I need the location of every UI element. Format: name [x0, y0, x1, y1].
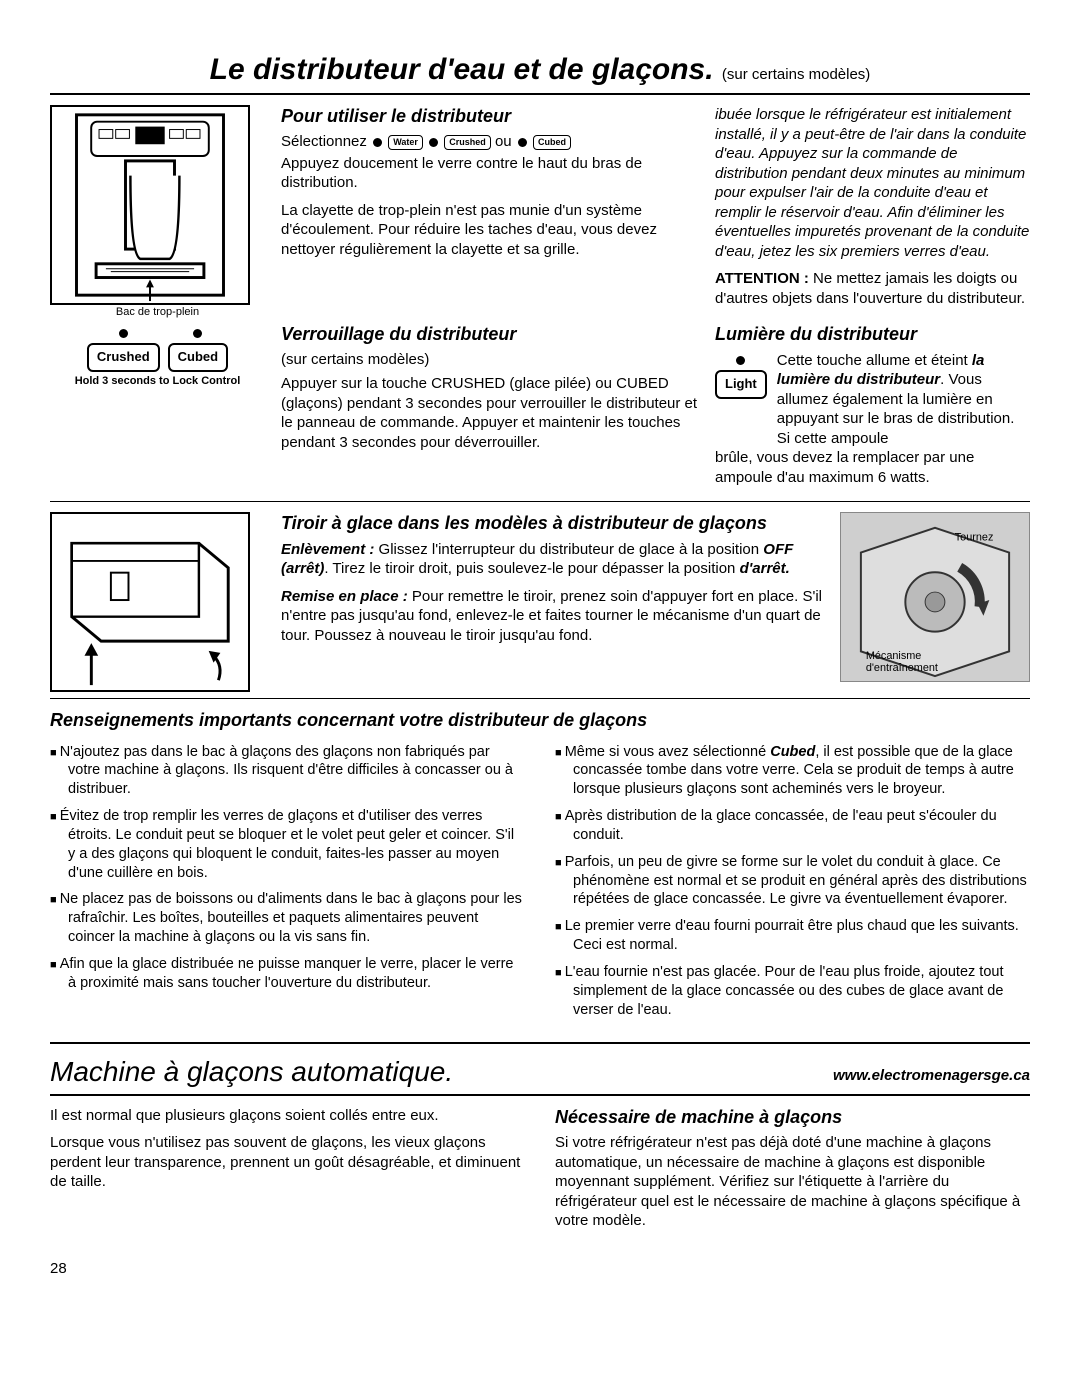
rule — [50, 698, 1030, 699]
p-machine-3: Si votre réfrigérateur n'est pas déjà do… — [555, 1133, 1030, 1231]
machine-left: Il est normal que plusieurs glaçons soie… — [50, 1106, 525, 1239]
title-sub: (sur certains modèles) — [722, 66, 870, 83]
crushed-button[interactable]: Crushed — [444, 135, 491, 151]
cubed-lock-button[interactable]: Cubed — [168, 343, 228, 372]
page-number: 28 — [50, 1259, 1030, 1279]
mechanism-illustration: Tournez Mécanisme d'entraînement — [840, 512, 1030, 682]
p-machine-2: Lorsque vous n'utilisez pas souvent de g… — [50, 1133, 525, 1192]
bullet: N'ajoutez pas dans le bac à glaçons des … — [50, 743, 525, 800]
dot-icon — [518, 138, 527, 147]
select-line: Sélectionnez Water Crushed ou Cubed — [281, 132, 699, 152]
enlev-b: . Tirez le tiroir droit, puis soulevez-l… — [324, 560, 739, 577]
h-machine: Machine à glaçons automatique. — [50, 1056, 453, 1087]
bullet: Le premier verre d'eau fourni pourrait ê… — [555, 917, 1030, 955]
bullet: Évitez de trop remplir les verres de gla… — [50, 807, 525, 882]
rule — [50, 93, 1030, 95]
bullet: Même si vous avez sélectionné Cubed, il … — [555, 743, 1030, 800]
select-word: Sélectionnez — [281, 133, 367, 150]
attention-para: ATTENTION : Ne mettez jamais les doigts … — [715, 269, 1030, 308]
p-machine-1: Il est normal que plusieurs glaçons soie… — [50, 1106, 525, 1126]
rule — [50, 1094, 1030, 1096]
machine-right: Nécessaire de machine à glaçons Si votre… — [555, 1106, 1030, 1239]
h-lumiere: Lumière du distributeur — [715, 323, 1030, 346]
p-remise: Remise en place : Pour remettre le tiroi… — [281, 587, 824, 646]
ou-word: ou — [495, 133, 512, 150]
h-renseignements: Renseignements importants concernant vot… — [50, 709, 1030, 732]
label-tournez: Tournez — [955, 532, 994, 544]
h-verrouillage-text: Verrouillage du distributeur — [281, 324, 516, 344]
url-text: www.electromenagersge.ca — [833, 1066, 1030, 1086]
p-verrouillage: Appuyer sur la touche CRUSHED (glace pil… — [281, 374, 699, 452]
section-row-1: Bac de trop-plein Pour utiliser le distr… — [50, 105, 1030, 319]
caption-bac: Bac de trop-plein — [50, 305, 265, 319]
dispenser-illustration-col: Bac de trop-plein — [50, 105, 265, 319]
tiroir-text-col: Tiroir à glace dans les modèles à distri… — [281, 512, 824, 692]
lumiere-col: Lumière du distributeur Light Cette touc… — [715, 323, 1030, 495]
cubed-lock-group: Cubed — [168, 323, 228, 371]
drawer-illus-col — [50, 512, 265, 692]
remise-label: Remise en place : — [281, 588, 408, 605]
verrouillage-col: Verrouillage du distributeur (sur certai… — [281, 323, 699, 495]
label-mec1: Mécanisme — [866, 650, 922, 662]
label-mec2: d'entraînement — [866, 662, 938, 674]
enlev-label: Enlèvement : — [281, 541, 374, 558]
lock-buttons-area: Crushed Cubed Hold 3 seconds to Lock Con… — [50, 323, 265, 495]
bullet: L'eau fournie n'est pas glacée. Pour de … — [555, 963, 1030, 1020]
renseign-right: Même si vous avez sélectionné Cubed, il … — [555, 743, 1030, 1028]
section-row-2: Crushed Cubed Hold 3 seconds to Lock Con… — [50, 323, 1030, 495]
bullets-right: Même si vous avez sélectionné Cubed, il … — [555, 743, 1030, 1020]
enlev-a: Glissez l'interrupteur du distributeur d… — [374, 541, 763, 558]
bullets-left: N'ajoutez pas dans le bac à glaçons des … — [50, 743, 525, 993]
p-light-a: Cette touche allume et éteint la lumière… — [777, 351, 1030, 449]
drawer-illustration — [50, 512, 250, 692]
p-light-2: brûle, vous devez la remplacer par une a… — [715, 448, 1030, 487]
dot-icon — [429, 138, 438, 147]
cubed-button[interactable]: Cubed — [533, 135, 571, 151]
dot-icon — [736, 356, 745, 365]
page-title: Le distributeur d'eau et de glaçons. (su… — [50, 50, 1030, 89]
machine-cols: Il est normal que plusieurs glaçons soie… — [50, 1106, 1030, 1239]
h-tiroir: Tiroir à glace dans les modèles à distri… — [281, 512, 824, 535]
h-verrouillage-sub: (sur certains modèles) — [281, 351, 429, 368]
dot-icon — [373, 138, 382, 147]
section-row-3: Tiroir à glace dans les modèles à distri… — [50, 512, 1030, 692]
darret-word: d'arrêt. — [740, 560, 790, 577]
r0a: Même si vous avez sélectionné — [565, 744, 771, 760]
dot-icon — [193, 329, 202, 338]
light-button-group: Light — [715, 351, 767, 449]
rule — [50, 501, 1030, 502]
light-button[interactable]: Light — [715, 370, 767, 399]
italic-para: ibuée lorsque le réfrigérateur est initi… — [715, 105, 1030, 261]
h-verrouillage: Verrouillage du distributeur (sur certai… — [281, 323, 699, 370]
water-button[interactable]: Water — [388, 135, 423, 151]
renseign-left: N'ajoutez pas dans le bac à glaçons des … — [50, 743, 525, 1028]
dispenser-illustration — [50, 105, 250, 305]
bullet: Après distribution de la glace concassée… — [555, 807, 1030, 845]
p-appuyez: Appuyez doucement le verre contre le hau… — [281, 154, 699, 193]
light-text-a: Cette touche allume et éteint — [777, 352, 972, 369]
r0b: Cubed — [770, 744, 815, 760]
rule — [50, 1042, 1030, 1044]
h-pour-utiliser: Pour utiliser le distributeur — [281, 105, 699, 128]
attention-label: ATTENTION : — [715, 270, 809, 287]
right-italic-col: ibuée lorsque le réfrigérateur est initi… — [715, 105, 1030, 319]
pour-utiliser-col: Pour utiliser le distributeur Sélectionn… — [281, 105, 699, 319]
title-main: Le distributeur d'eau et de glaçons. — [210, 53, 714, 86]
p-enlevement: Enlèvement : Glissez l'interrupteur du d… — [281, 540, 824, 579]
dot-icon — [119, 329, 128, 338]
bullet: Parfois, un peu de givre se forme sur le… — [555, 853, 1030, 910]
h-necessaire: Nécessaire de machine à glaçons — [555, 1106, 1030, 1129]
crushed-lock-group: Crushed — [87, 323, 160, 371]
crushed-lock-button[interactable]: Crushed — [87, 343, 160, 372]
bullet: Ne placez pas de boissons ou d'aliments … — [50, 890, 525, 947]
renseignements-cols: N'ajoutez pas dans le bac à glaçons des … — [50, 743, 1030, 1028]
p-clayette: La clayette de trop-plein n'est pas muni… — [281, 201, 699, 260]
hold-caption: Hold 3 seconds to Lock Control — [50, 374, 265, 388]
bullet: Afin que la glace distribuée ne puisse m… — [50, 955, 525, 993]
machine-title-row: Machine à glaçons automatique. www.elect… — [50, 1054, 1030, 1090]
